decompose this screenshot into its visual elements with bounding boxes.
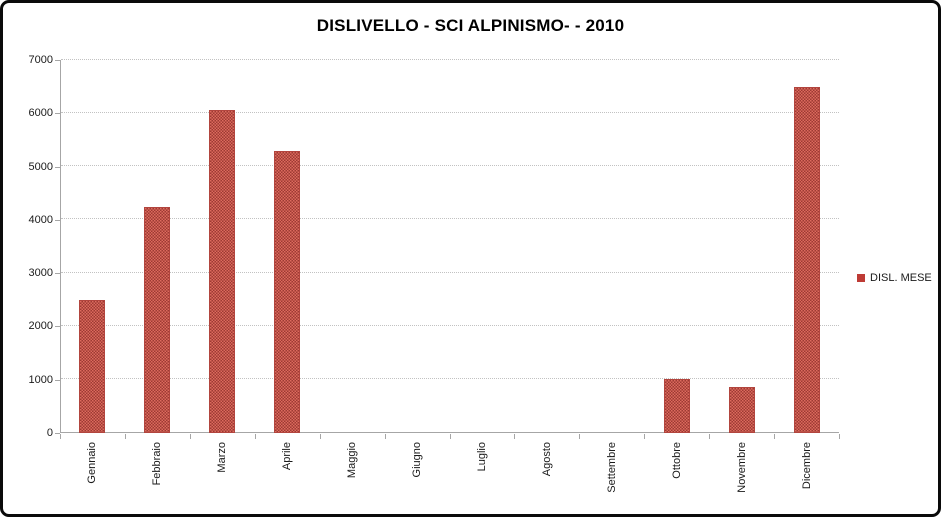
y-axis-tick: [55, 273, 60, 275]
x-tick-label-luglio: Luglio: [476, 442, 488, 472]
x-tick-label-giugno: Giugno: [411, 442, 423, 478]
gridline-5000: [61, 165, 839, 167]
x-axis-tick: [254, 434, 256, 439]
x-tick-label-marzo: Marzo: [216, 442, 228, 473]
x-axis-tick: [384, 434, 386, 439]
plot-area: [60, 59, 839, 433]
bar-febbraio: [144, 207, 170, 433]
y-tick-label: 5000: [28, 160, 53, 173]
x-tick-label-agosto: Agosto: [541, 442, 553, 477]
x-tick-label-aprile: Aprile: [281, 442, 293, 471]
gridline-2000: [61, 324, 839, 326]
y-tick-label: 0: [46, 427, 53, 439]
x-axis-tick: [839, 434, 840, 439]
y-axis-tick: [55, 433, 60, 434]
chart-title: DISLIVELLO - SCI ALPINISMO- - 2010: [316, 16, 625, 35]
x-tick-label-ottobre: Ottobre: [671, 442, 683, 479]
legend: DISL. MESE: [857, 272, 932, 284]
x-axis-tick: [124, 434, 126, 439]
bar-marzo: [209, 110, 235, 433]
x-axis-tick: [449, 434, 451, 439]
y-axis-tick: [55, 326, 60, 328]
x-tick-label-settembre: Settembre: [606, 442, 618, 493]
gridline-6000: [61, 112, 839, 114]
x-axis-tick: [579, 434, 581, 439]
bar-aprile: [274, 151, 300, 433]
y-tick-label: 6000: [28, 107, 53, 120]
y-tick-label: 4000: [28, 213, 53, 226]
bar-dicembre: [794, 87, 820, 433]
y-axis-tick: [55, 113, 60, 115]
x-axis-tick: [644, 434, 646, 439]
x-axis-tick: [709, 434, 711, 439]
y-tick-label: 3000: [28, 267, 53, 280]
x-axis-tick: [514, 434, 516, 439]
x-axis-tick: [319, 434, 321, 439]
bar-ottobre: [664, 379, 690, 433]
bar-gennaio: [79, 300, 105, 433]
x-tick-label-novembre: Novembre: [736, 442, 748, 493]
gridline-4000: [61, 218, 839, 220]
x-axis-tick: [774, 434, 776, 439]
x-axis-tick: [60, 434, 61, 439]
legend-marker-icon: [857, 274, 865, 282]
y-tick-label: 2000: [28, 320, 53, 333]
x-tick-label-maggio: Maggio: [346, 442, 358, 479]
legend-series-label: DISL. MESE: [870, 272, 932, 284]
x-tick-label-gennaio: Gennaio: [86, 442, 98, 484]
y-axis-tick: [55, 219, 60, 221]
y-axis-tick: [55, 379, 60, 381]
x-axis-tick: [189, 434, 191, 439]
y-axis-tick: [55, 166, 60, 168]
gridline-7000: [61, 59, 839, 60]
x-tick-label-febbraio: Febbraio: [151, 442, 163, 486]
gridline-3000: [61, 271, 839, 273]
y-tick-label: 7000: [28, 54, 53, 66]
x-tick-label-dicembre: Dicembre: [801, 442, 813, 490]
gridline-1000: [61, 377, 839, 379]
bar-novembre: [729, 387, 755, 433]
y-tick-label: 1000: [28, 373, 53, 386]
y-axis-tick: [55, 60, 60, 61]
